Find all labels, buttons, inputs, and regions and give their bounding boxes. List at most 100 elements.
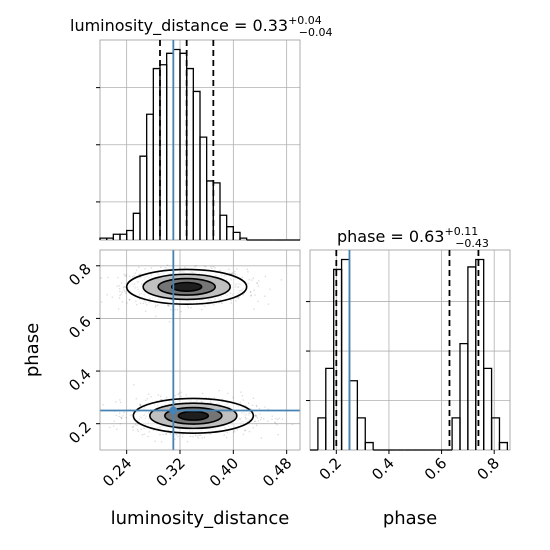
scatter-point [120, 293, 123, 295]
scatter-point [100, 277, 102, 279]
ph-hist-bar-23 [490, 417, 501, 450]
scatter-point [118, 297, 121, 299]
scatter-point [186, 440, 189, 443]
contour-0-2 [157, 277, 216, 296]
scatter-point [120, 417, 123, 420]
scatter-point [252, 427, 254, 429]
scatter-point [254, 414, 257, 417]
scatter-point [146, 303, 148, 306]
contour-0-0 [125, 268, 248, 306]
scatter-point [267, 303, 270, 305]
scatter-point [111, 296, 114, 298]
scatter-point [255, 404, 258, 407]
scatter-point [117, 308, 120, 310]
ld-hist-bar-16 [206, 180, 214, 240]
scatter-point [236, 297, 238, 299]
scatter-point [195, 264, 197, 267]
scatter-point [160, 441, 163, 443]
scatter-point [107, 276, 109, 279]
frame-2d [99, 249, 301, 451]
scatter-point [165, 396, 168, 399]
scatter-point [221, 302, 223, 305]
scatter-point [240, 391, 242, 393]
scatter-point [124, 292, 127, 294]
scatter-point [177, 435, 179, 438]
scatter-point [134, 272, 136, 274]
scatter-point [253, 289, 255, 291]
scatter-point [207, 303, 209, 306]
scatter-point [131, 426, 134, 429]
scatter-point [120, 282, 123, 284]
scatter-point [264, 275, 267, 278]
scatter-point [166, 304, 169, 306]
scatter-point [223, 434, 225, 436]
scatter-point [136, 424, 138, 426]
ld-hist-bar-17 [212, 182, 221, 240]
scatter-point [203, 265, 206, 267]
scatter-point [247, 270, 249, 273]
scatter-point [250, 295, 252, 297]
xtick-label-ld-0: 0.24 [99, 454, 135, 490]
ph-hist-bar-22 [483, 367, 493, 450]
scatter-point [241, 395, 244, 397]
title-ld-prefix: luminosity_distance = 0.33 [70, 16, 288, 36]
scatter-point [244, 429, 246, 432]
scatter-point [162, 433, 164, 436]
title-ld-sub: −0.04 [299, 26, 333, 39]
scatter-point [231, 273, 233, 275]
scatter-point [254, 414, 256, 417]
scatter-point [190, 306, 192, 309]
ph-hist-bar-19 [459, 342, 469, 450]
scatter-point [148, 301, 150, 303]
ld-hist-bar-5 [132, 212, 141, 240]
ld-hist-bar-12 [179, 52, 188, 240]
scatter-point [118, 412, 121, 414]
scatter-point [264, 406, 266, 408]
ph-hist-bar-3 [333, 268, 343, 450]
scatter-point [241, 276, 243, 278]
xtick-label-phase-0: 0.2 [316, 454, 346, 484]
ph-hist-bar-7 [364, 441, 374, 450]
scatter-point [118, 284, 121, 287]
scatter-point [234, 273, 237, 276]
scatter-point [168, 321, 171, 323]
scatter-point [267, 420, 269, 422]
xtick-label-phase-2: 0.6 [421, 454, 451, 484]
scatter-point [219, 269, 221, 271]
contour-1-2 [164, 406, 223, 425]
scatter-point [182, 433, 184, 436]
scatter-point [205, 265, 207, 268]
ph-hist-bar-2 [325, 367, 335, 450]
scatter-point [136, 428, 139, 431]
scatter-point [116, 428, 118, 430]
ph-hist-bar-6 [356, 417, 366, 450]
contour-0-3 [170, 281, 203, 292]
scatter-point [254, 294, 256, 296]
ld-hist-bar-20 [232, 231, 241, 240]
scatter-point [180, 391, 182, 393]
truth-marker [169, 406, 178, 415]
scatter-point [144, 310, 147, 313]
scatter-point [137, 430, 139, 432]
scatter-point [262, 417, 265, 420]
scatter-point [124, 275, 126, 277]
scatter-point [250, 294, 252, 296]
ld-hist-bar-7 [146, 113, 154, 240]
scatter-point [210, 266, 212, 268]
scatter-point [249, 407, 252, 410]
scatter-point [218, 389, 220, 392]
scatter-point [233, 431, 235, 433]
scatter-point [175, 433, 178, 436]
scatter-point [256, 282, 259, 285]
scatter-point [144, 267, 146, 270]
scatter-point [121, 301, 124, 303]
scatter-point [256, 416, 259, 419]
ld-hist-bar-8 [152, 67, 161, 240]
frame-phase-marginal [309, 249, 511, 451]
scatter-point [148, 393, 150, 395]
scatter-point [255, 424, 258, 426]
scatter-point [147, 435, 149, 438]
scatter-point [150, 267, 153, 269]
scatter-point [123, 289, 125, 291]
